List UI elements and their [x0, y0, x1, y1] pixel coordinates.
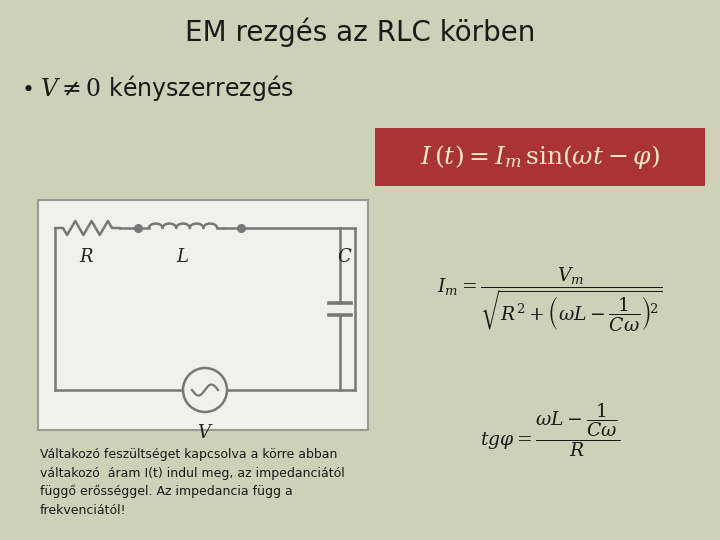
Text: $I\,(t)=I_{m}\,\sin\!\left(\omega t-\varphi\right)$: $I\,(t)=I_{m}\,\sin\!\left(\omega t-\var…	[420, 143, 660, 171]
Text: $I_m = \dfrac{V_m}{\sqrt{R^2+\left(\omega L - \dfrac{1}{C\omega}\right)^{\!2}}}$: $I_m = \dfrac{V_m}{\sqrt{R^2+\left(\omeg…	[437, 266, 663, 334]
Circle shape	[183, 368, 227, 412]
Text: $\bullet$: $\bullet$	[22, 78, 32, 98]
Text: $L$: $L$	[176, 248, 189, 266]
Text: $R$: $R$	[79, 248, 94, 266]
Text: $C$: $C$	[337, 248, 353, 266]
Text: EM rezgés az RLC körben: EM rezgés az RLC körben	[185, 17, 535, 47]
FancyBboxPatch shape	[38, 200, 368, 430]
FancyBboxPatch shape	[375, 128, 705, 186]
Text: $tg\varphi = \dfrac{\omega L - \dfrac{1}{C\omega}}{R}$: $tg\varphi = \dfrac{\omega L - \dfrac{1}…	[480, 401, 620, 459]
Text: Váltakozó feszültséget kapcsolva a körre abban
váltakozó  áram I(t) indul meg, a: Váltakozó feszültséget kapcsolva a körre…	[40, 448, 345, 517]
Text: $V$: $V$	[197, 424, 213, 442]
Text: $V \neq 0$ kényszerrezgés: $V \neq 0$ kényszerrezgés	[40, 73, 294, 103]
